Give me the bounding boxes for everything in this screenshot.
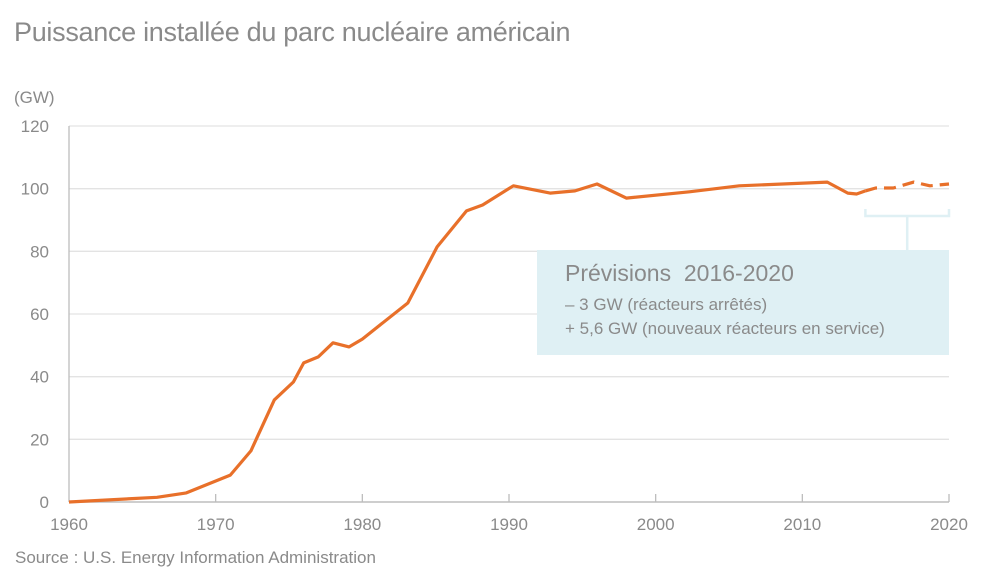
x-tick-label-1990: 1990	[490, 515, 528, 534]
forecast-bracket	[864, 209, 951, 250]
axes	[68, 126, 950, 503]
y-tick-label-20: 20	[30, 430, 49, 449]
y-tick-label-120: 120	[21, 117, 49, 136]
historical-line	[68, 180, 866, 504]
x-tick-label-2010: 2010	[783, 515, 821, 534]
y-axis-unit-label: (GW)	[14, 88, 55, 107]
y-tick-label-100: 100	[21, 180, 49, 199]
y-tick-label-0: 0	[40, 493, 49, 512]
x-tick-label-2020: 2020	[930, 515, 968, 534]
bracket-horizontal	[864, 209, 951, 218]
y-tick-label-60: 60	[30, 305, 49, 324]
series-lines	[68, 180, 950, 504]
annotation-line-shutdowns: – 3 GW (réacteurs arrêtés)	[565, 295, 768, 314]
source-note: Source : U.S. Energy Information Adminis…	[15, 548, 376, 567]
y-tick-label-40: 40	[30, 368, 49, 387]
x-tick-label-2000: 2000	[637, 515, 675, 534]
annotation-line-new-reactors: + 5,6 GW (nouveaux réacteurs en service)	[565, 319, 885, 338]
forecast-line	[864, 180, 950, 193]
y-tick-label-80: 80	[30, 242, 49, 261]
chart-title: Puissance installée du parc nucléaire am…	[14, 17, 571, 47]
gridlines	[69, 125, 949, 440]
y-tick-labels: 0 20 40 60 80 100 120	[21, 117, 49, 512]
x-tick-label-1960: 1960	[50, 515, 88, 534]
forecast-annotation-box: Prévisions 2016-2020 – 3 GW (réacteurs a…	[537, 250, 949, 355]
x-tick-labels: 1960 1970 1980 1990 2000 2010 2020	[50, 515, 968, 534]
annotation-title: Prévisions 2016-2020	[565, 260, 794, 286]
x-tick-label-1970: 1970	[197, 515, 235, 534]
x-tick-label-1980: 1980	[343, 515, 381, 534]
